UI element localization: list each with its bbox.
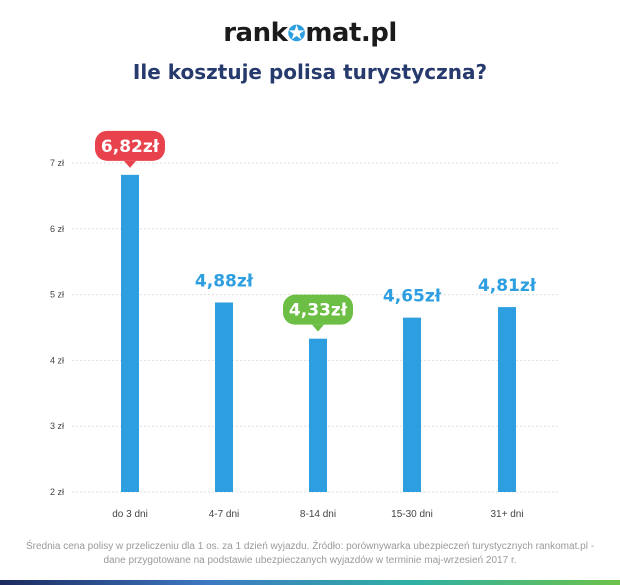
bar — [215, 302, 233, 492]
data-label: 4,88zł — [195, 271, 254, 291]
x-tick-label: do 3 dni — [112, 509, 148, 520]
chart-title: Ile kosztuje polisa turystyczna? — [132, 60, 488, 84]
y-tick-label: 5 zł — [50, 290, 64, 300]
bar-chart: 2 zł 3 zł 4 zł 5 zł 6 zł 7 zł do 3 dni 6,82zł 4-… — [50, 130, 558, 520]
y-tick-label: 2 zł — [50, 487, 64, 497]
bar — [121, 174, 139, 492]
x-tick-label: 31+ dni — [490, 509, 523, 520]
data-label-badge — [95, 130, 165, 161]
data-label: 4,65zł — [383, 287, 442, 307]
x-tick-label: 4-7 dni — [209, 509, 240, 520]
logo-text-end: mat.pl — [305, 18, 397, 48]
footnote: Średnia cena polisy w przeliczeniu dla 1… — [20, 540, 600, 568]
footnote-line-2: dane przygotowane na podstawie ubezpiecz… — [103, 555, 517, 566]
logo-text-start: rank — [223, 18, 288, 48]
y-tick-label: 4 zł — [50, 355, 64, 365]
y-tick-label: 6 zł — [50, 224, 64, 234]
data-label: 4,33zł — [289, 301, 348, 321]
data-label: 4,81zł — [478, 276, 537, 296]
data-label-badge — [283, 294, 353, 325]
footnote-line-1: Średnia cena polisy w przeliczeniu dla 1… — [25, 541, 595, 552]
bottom-gradient-bar — [0, 580, 620, 585]
brand-logo: rank✪mat.pl — [0, 18, 620, 48]
bar — [309, 338, 327, 492]
x-tick-label: 15-30 dni — [391, 509, 433, 520]
y-tick-label: 3 zł — [50, 421, 64, 431]
badge-pointer — [312, 324, 324, 332]
bar — [498, 307, 516, 492]
y-tick-label: 7 zł — [50, 158, 64, 168]
badge-pointer — [124, 160, 136, 168]
bar — [403, 317, 421, 492]
star-icon: ✪ — [287, 22, 306, 47]
data-label: 6,82zł — [101, 137, 160, 157]
x-tick-label: 8-14 dni — [300, 509, 336, 520]
